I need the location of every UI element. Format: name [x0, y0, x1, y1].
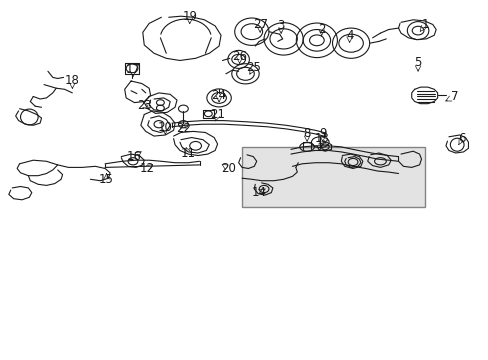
- Text: 22: 22: [176, 122, 190, 135]
- Text: 12: 12: [139, 162, 154, 175]
- Text: 13: 13: [314, 132, 328, 145]
- Text: 2: 2: [317, 23, 325, 36]
- Text: 1: 1: [421, 18, 428, 31]
- Text: 3: 3: [277, 19, 285, 32]
- Text: 14: 14: [251, 186, 266, 199]
- Text: 16: 16: [127, 150, 142, 163]
- Bar: [242, 147, 425, 207]
- Text: 23: 23: [137, 99, 151, 112]
- Text: 26: 26: [232, 50, 246, 63]
- Text: 4: 4: [345, 29, 353, 42]
- Text: 18: 18: [65, 75, 80, 87]
- Text: 24: 24: [211, 89, 226, 102]
- Text: 21: 21: [210, 108, 224, 121]
- Text: 15: 15: [99, 173, 114, 186]
- Text: 8: 8: [303, 127, 310, 140]
- Text: 11: 11: [181, 147, 195, 159]
- Text: 20: 20: [221, 162, 236, 175]
- Text: 6: 6: [457, 132, 465, 145]
- Text: 25: 25: [245, 61, 260, 74]
- Text: 10: 10: [158, 121, 172, 134]
- Text: 19: 19: [182, 10, 197, 23]
- Text: 7: 7: [450, 90, 458, 103]
- Text: 27: 27: [252, 18, 267, 31]
- Text: 9: 9: [318, 127, 326, 140]
- Text: 5: 5: [413, 57, 421, 69]
- Text: 17: 17: [125, 63, 140, 76]
